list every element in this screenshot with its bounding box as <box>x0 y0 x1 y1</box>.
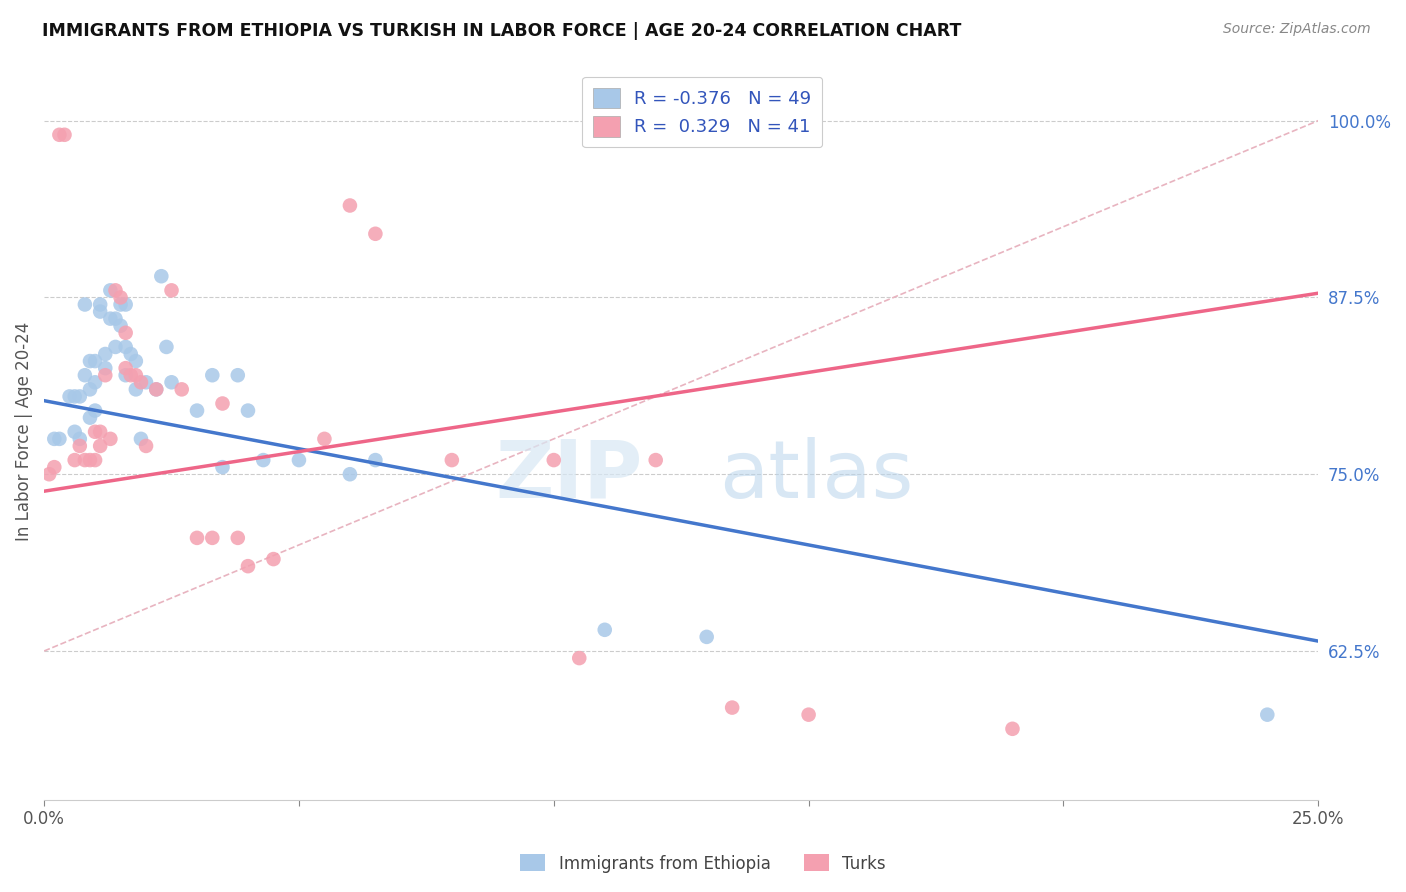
Point <box>53 128 76 142</box>
Point <box>236 403 259 417</box>
Legend: Immigrants from Ethiopia, Turks: Immigrants from Ethiopia, Turks <box>513 847 893 880</box>
Point <box>94 361 117 376</box>
Point <box>98 284 121 298</box>
Point <box>73 368 96 383</box>
Point <box>73 453 96 467</box>
Point <box>63 425 86 439</box>
Point <box>94 347 117 361</box>
Point <box>226 531 249 545</box>
Point <box>104 311 127 326</box>
Point <box>339 467 361 482</box>
Point <box>110 290 132 304</box>
Point <box>38 467 60 482</box>
Point <box>73 297 96 311</box>
Point <box>160 376 183 390</box>
Point <box>160 284 183 298</box>
Point <box>211 396 233 410</box>
Point <box>63 389 86 403</box>
Point <box>98 432 121 446</box>
Point <box>48 128 70 142</box>
Point <box>797 707 820 722</box>
Point <box>89 297 111 311</box>
Point <box>1001 722 1024 736</box>
Y-axis label: In Labor Force | Age 20-24: In Labor Force | Age 20-24 <box>15 322 32 541</box>
Point <box>84 453 107 467</box>
Point <box>84 403 107 417</box>
Point <box>145 383 167 397</box>
Point <box>89 439 111 453</box>
Point <box>721 700 744 714</box>
Text: atlas: atlas <box>720 437 914 515</box>
Point <box>48 432 70 446</box>
Point <box>79 410 101 425</box>
Point <box>644 453 666 467</box>
Point <box>79 354 101 368</box>
Point <box>114 368 136 383</box>
Point <box>568 651 591 665</box>
Point <box>84 376 107 390</box>
Point <box>201 368 224 383</box>
Point <box>170 383 193 397</box>
Point <box>593 623 616 637</box>
Text: ZIP: ZIP <box>496 437 643 515</box>
Point <box>236 559 259 574</box>
Point <box>58 389 80 403</box>
Point <box>252 453 274 467</box>
Point <box>84 354 107 368</box>
Point <box>125 383 148 397</box>
Text: Source: ZipAtlas.com: Source: ZipAtlas.com <box>1223 22 1371 37</box>
Point <box>114 340 136 354</box>
Point <box>69 389 91 403</box>
Point <box>120 347 142 361</box>
Point <box>69 432 91 446</box>
Point <box>63 453 86 467</box>
Point <box>262 552 284 566</box>
Point <box>135 439 157 453</box>
Point <box>364 227 387 241</box>
Point <box>79 453 101 467</box>
Point <box>69 439 91 453</box>
Point <box>89 425 111 439</box>
Point <box>135 376 157 390</box>
Point <box>94 368 117 383</box>
Point <box>1256 707 1278 722</box>
Point <box>84 425 107 439</box>
Point <box>186 403 208 417</box>
Point <box>696 630 718 644</box>
Point <box>104 340 127 354</box>
Point <box>125 354 148 368</box>
Point <box>89 304 111 318</box>
Point <box>145 383 167 397</box>
Point <box>110 318 132 333</box>
Point <box>114 361 136 376</box>
Point <box>314 432 336 446</box>
Point <box>155 340 177 354</box>
Point <box>79 383 101 397</box>
Point <box>120 368 142 383</box>
Point <box>129 376 152 390</box>
Point <box>288 453 311 467</box>
Point <box>44 460 66 475</box>
Point <box>98 311 121 326</box>
Point <box>201 531 224 545</box>
Point <box>543 453 565 467</box>
Point <box>339 198 361 212</box>
Point <box>211 460 233 475</box>
Text: IMMIGRANTS FROM ETHIOPIA VS TURKISH IN LABOR FORCE | AGE 20-24 CORRELATION CHART: IMMIGRANTS FROM ETHIOPIA VS TURKISH IN L… <box>42 22 962 40</box>
Point <box>129 432 152 446</box>
Point <box>186 531 208 545</box>
Legend: R = -0.376   N = 49, R =  0.329   N = 41: R = -0.376 N = 49, R = 0.329 N = 41 <box>582 77 823 147</box>
Point <box>114 297 136 311</box>
Point <box>364 453 387 467</box>
Point <box>114 326 136 340</box>
Point <box>44 432 66 446</box>
Point <box>226 368 249 383</box>
Point <box>110 297 132 311</box>
Point <box>440 453 463 467</box>
Point <box>125 368 148 383</box>
Point <box>104 284 127 298</box>
Point <box>150 269 173 284</box>
